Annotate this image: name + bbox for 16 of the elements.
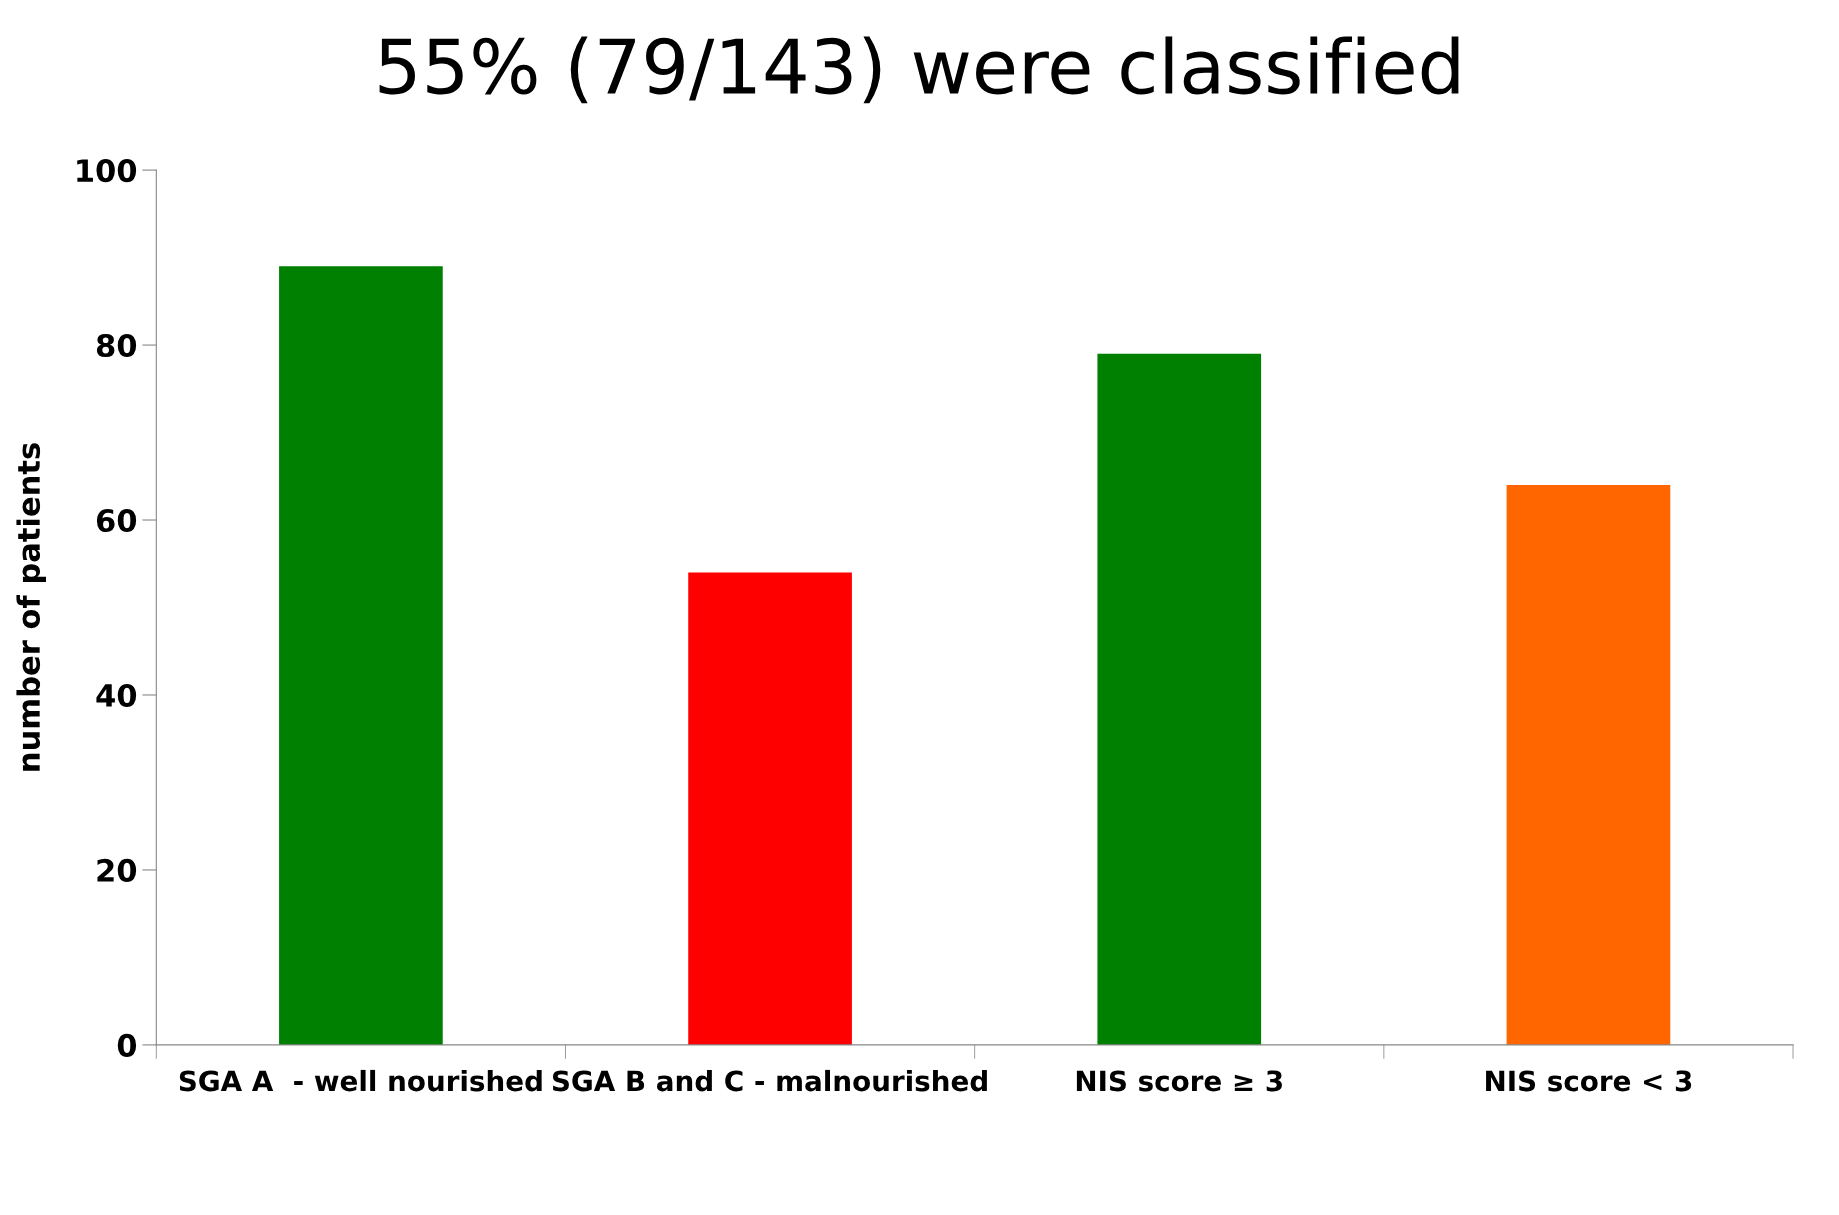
bar bbox=[1097, 353, 1262, 1045]
y-axis-title: number of patients bbox=[16, 443, 47, 771]
y-tick-label: 80 bbox=[96, 333, 137, 358]
x-tick-label: NIS score ≥ 3 bbox=[1076, 1070, 1282, 1092]
x-tick-label: NIS score < 3 bbox=[1486, 1070, 1692, 1092]
bar bbox=[688, 572, 852, 1045]
y-tick-label: 100 bbox=[77, 159, 137, 183]
x-tick-label: SGA B and C - malnourished bbox=[552, 1069, 987, 1092]
y-tick-label: 60 bbox=[96, 508, 137, 533]
bar bbox=[1506, 485, 1671, 1045]
chart-title: 55% (79/143) were classified bbox=[379, 36, 1459, 104]
bar bbox=[279, 266, 443, 1045]
y-tick-label: 40 bbox=[96, 683, 137, 708]
x-tick-label: SGA A - well nourished bbox=[179, 1069, 542, 1092]
y-tick-label: 0 bbox=[117, 1033, 137, 1057]
y-tick-label: 20 bbox=[97, 858, 137, 882]
